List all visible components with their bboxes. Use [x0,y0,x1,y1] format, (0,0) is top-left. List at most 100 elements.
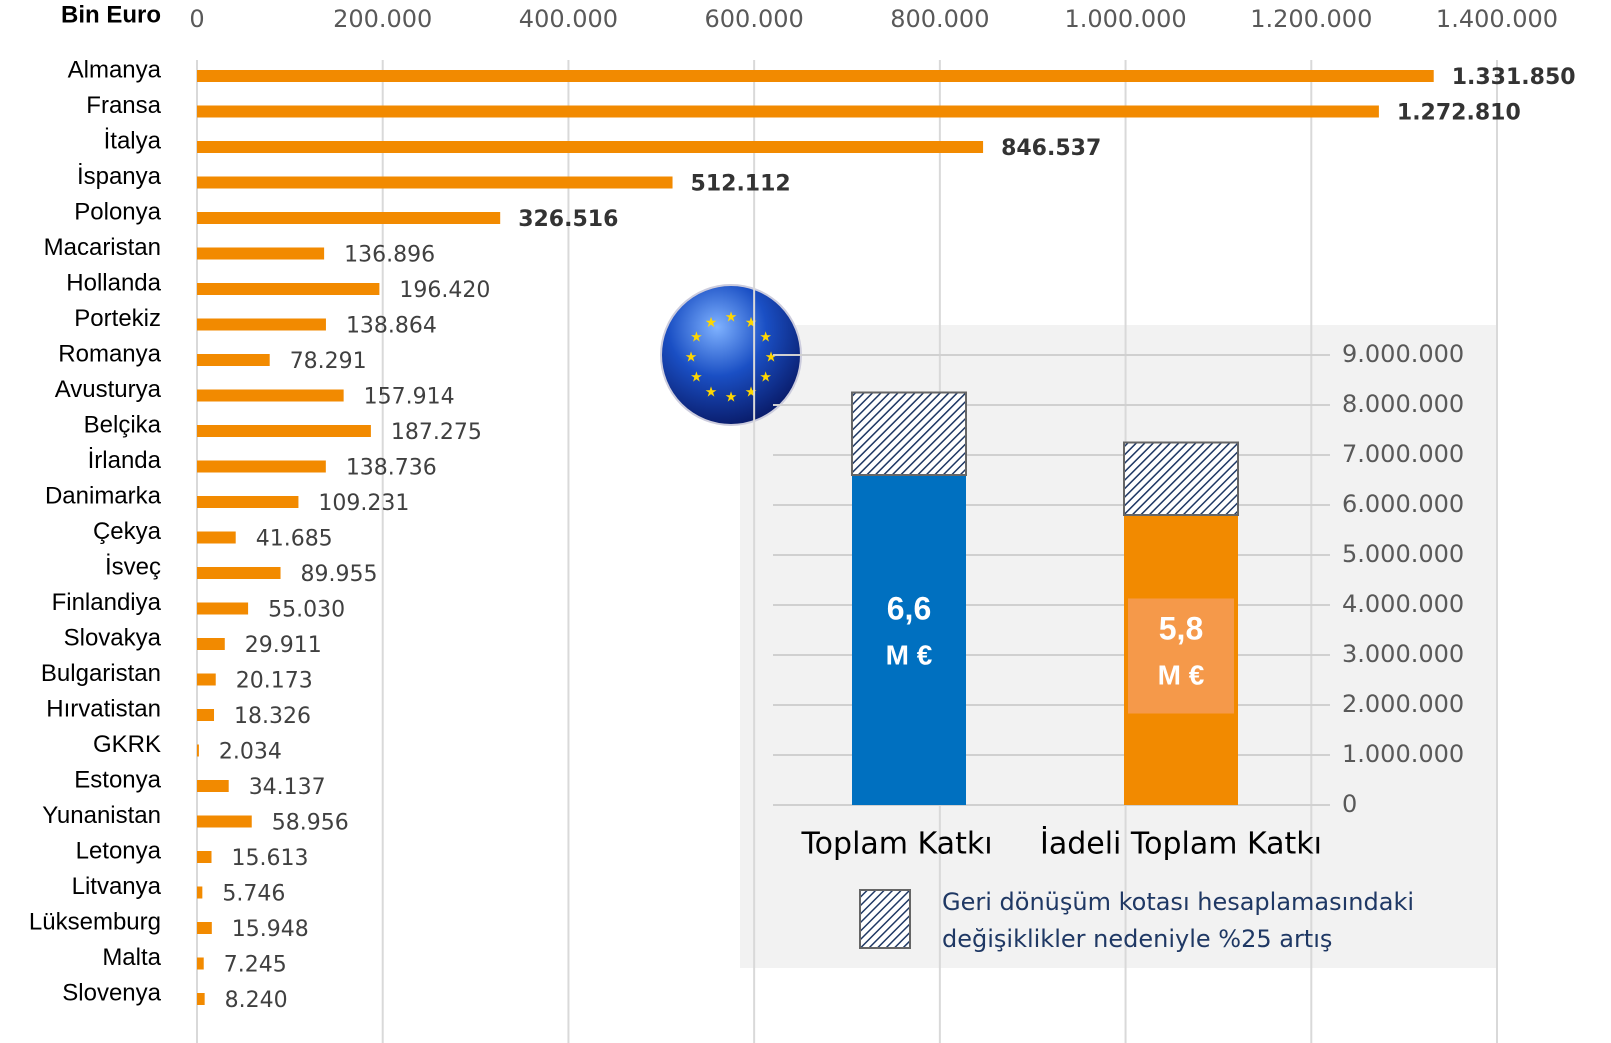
bar [197,815,252,828]
x-tick-label: 400.000 [519,5,618,33]
bar [197,425,371,437]
y-tick-label: Polonya [74,198,161,225]
svg-text:★: ★ [685,349,698,365]
x-tick-label: Toplam Katkı [800,827,992,862]
bar [197,531,236,544]
x-tick-label: 800.000 [890,5,989,33]
value-label: 5.746 [222,882,285,907]
y-tick-label: 3.000.000 [1342,640,1464,668]
bar [197,389,344,402]
y-tick-label: 5.000.000 [1342,540,1464,568]
bar [197,247,325,260]
bar [197,318,326,331]
y-tick-label: 4.000.000 [1342,590,1464,618]
bar [197,638,225,650]
y-tick-label: 8.000.000 [1342,390,1464,418]
value-label: 20.173 [236,669,313,694]
y-tick-label: 9.000.000 [1342,340,1464,368]
hatch-segment [851,391,967,476]
value-label: 5,8 [1159,610,1203,646]
y-tick-label: İsveç [105,553,161,580]
x-tick-label: 200.000 [333,5,432,33]
y-tick-label: Almanya [68,56,162,83]
hatch-segment [1123,441,1239,516]
svg-text:★: ★ [745,314,758,330]
x-tick-label: İadeli Toplam Katkı [1040,826,1322,862]
bar [197,212,501,224]
svg-text:★: ★ [705,314,718,330]
y-tick-label: İspanya [77,163,162,190]
bar [197,673,216,686]
bar [197,780,229,792]
y-tick-label: Malta [102,944,161,971]
bar [197,957,204,970]
y-tick-label: Avusturya [55,376,162,403]
y-tick-label: Lüksemburg [29,908,161,935]
y-tick-label: Çekya [93,518,162,545]
bar [197,70,1434,82]
value-label: 846.537 [1001,136,1101,161]
bar [197,496,299,508]
svg-text:★: ★ [745,383,758,399]
value-label: 58.956 [272,811,349,836]
bar [197,993,205,1005]
value-label: 41.685 [256,527,333,552]
value-label: 138.864 [346,314,437,339]
y-tick-label: Estonya [74,766,161,793]
bar [197,709,215,721]
value-label: 187.275 [391,420,482,445]
y-tick-label: 6.000.000 [1342,490,1464,518]
value-label: 196.420 [399,278,490,303]
bar [197,567,281,579]
value-label: 2.034 [219,740,282,765]
bar [197,354,270,366]
value-label: 136.896 [344,243,435,268]
y-tick-label: Bulgaristan [41,660,161,687]
x-tick-label: 1.400.000 [1436,5,1558,33]
value-label: 138.736 [346,456,437,481]
y-tick-label: Danimarka [45,482,162,509]
x-tick-label: 1.000.000 [1064,5,1186,33]
value-label: 7.245 [224,953,287,978]
x-axis-label: Bin Euro [61,1,161,28]
svg-text:★: ★ [705,383,718,399]
value-label: 15.948 [232,917,309,942]
y-tick-label: Litvanya [72,873,162,900]
legend-swatch [859,889,911,949]
value-label: 55.030 [268,598,345,623]
bar [197,744,199,757]
y-tick-label: Hollanda [66,269,161,296]
value-label: 109.231 [318,491,409,516]
svg-text:★: ★ [765,349,778,365]
y-tick-label: Slovenya [62,979,161,1006]
value-label: 18.326 [234,704,311,729]
y-tick-label: 1.000.000 [1342,740,1464,768]
value-label: 8.240 [225,988,288,1013]
value-label: 1.331.850 [1452,65,1576,90]
bar [197,886,203,899]
y-tick-label: İrlanda [88,447,162,474]
x-tick-label: 600.000 [705,5,804,33]
value-label: 1.272.810 [1397,101,1521,126]
bar [197,922,212,934]
y-tick-label: Portekiz [74,305,161,332]
svg-text:★: ★ [690,329,703,345]
bar [197,105,1379,118]
svg-text:★: ★ [690,369,703,385]
x-tick-label: 1.200.000 [1250,5,1372,33]
x-tick-label: 0 [189,5,204,33]
y-tick-label: İtalya [104,127,162,154]
value-label: 157.914 [364,385,455,410]
value-label: 512.112 [691,172,791,197]
bar [197,602,249,615]
bar [197,176,673,189]
value-unit: M € [886,639,933,670]
value-label: 6,6 [887,590,931,626]
bar [197,851,212,863]
bar [197,283,380,295]
y-tick-label: Slovakya [64,624,162,651]
bar [197,460,326,473]
y-tick-label: Belçika [84,411,162,438]
